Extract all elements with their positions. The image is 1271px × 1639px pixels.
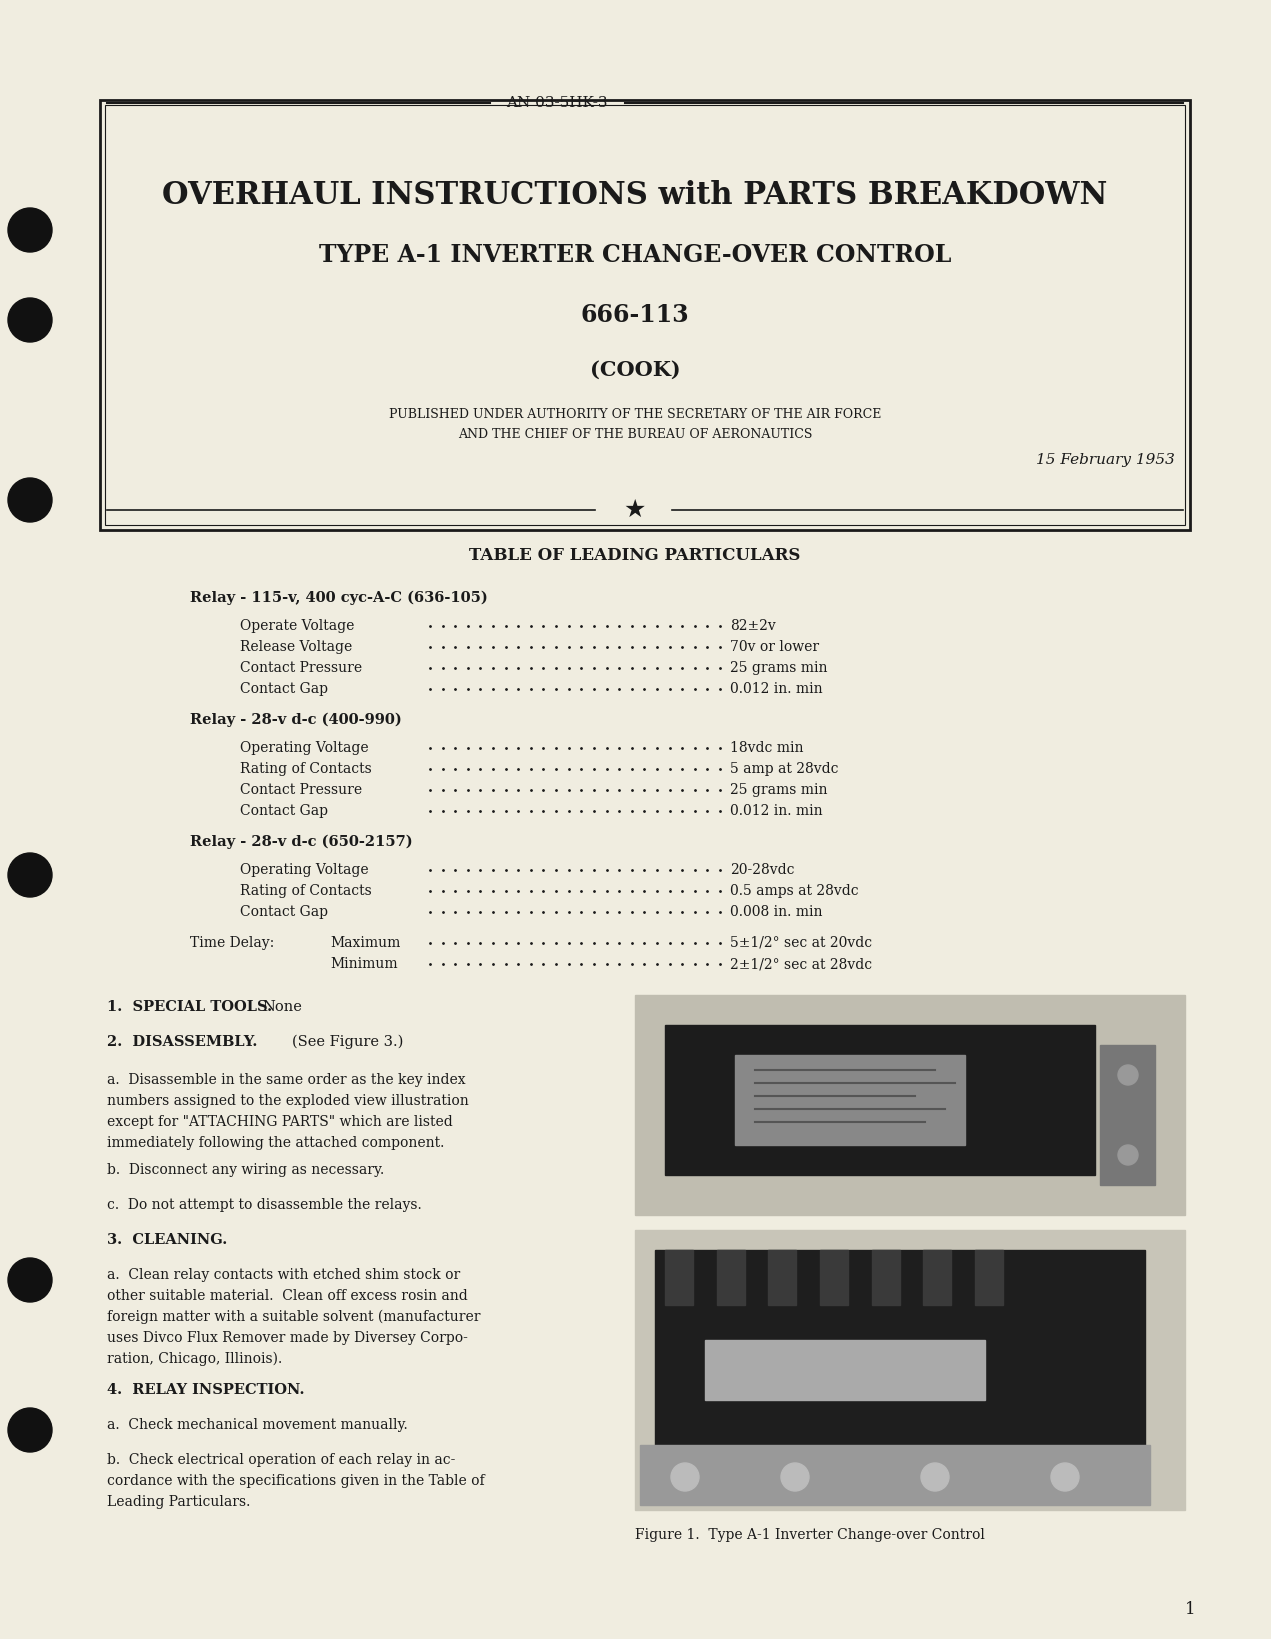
Text: Rating of Contacts: Rating of Contacts [240, 762, 371, 775]
Text: numbers assigned to the exploded view illustration: numbers assigned to the exploded view il… [107, 1093, 469, 1108]
Circle shape [1051, 1464, 1079, 1491]
Text: 3.  CLEANING.: 3. CLEANING. [107, 1233, 228, 1247]
Text: 2±1/2° sec at 28vdc: 2±1/2° sec at 28vdc [730, 957, 872, 970]
Text: 1.  SPECIAL TOOLS.: 1. SPECIAL TOOLS. [107, 1000, 272, 1015]
Text: 15 February 1953: 15 February 1953 [1036, 452, 1174, 467]
Bar [923, 1251, 951, 1305]
Text: ★: ★ [624, 498, 646, 521]
Text: Contact Pressure: Contact Pressure [240, 661, 362, 675]
Text: b.  Check electrical operation of each relay in ac-: b. Check electrical operation of each re… [107, 1454, 455, 1467]
Text: Relay - 115-v, 400 cyc-A-C (636-105): Relay - 115-v, 400 cyc-A-C (636-105) [189, 590, 488, 605]
Text: Leading Particulars.: Leading Particulars. [107, 1495, 250, 1510]
Text: Figure 1.  Type A-1 Inverter Change-over Control: Figure 1. Type A-1 Inverter Change-over … [636, 1528, 985, 1542]
Text: except for "ATTACHING PARTS" which are listed: except for "ATTACHING PARTS" which are l… [107, 1115, 452, 1129]
Text: 1: 1 [1185, 1601, 1195, 1618]
Circle shape [780, 1464, 810, 1491]
Text: Relay - 28-v d-c (400-990): Relay - 28-v d-c (400-990) [189, 713, 402, 728]
Bar [105, 105, 1185, 524]
Circle shape [671, 1464, 699, 1491]
Text: 0.012 in. min: 0.012 in. min [730, 682, 822, 697]
Circle shape [8, 1259, 52, 1301]
Text: 82±2v: 82±2v [730, 620, 775, 633]
Circle shape [1118, 1065, 1138, 1085]
Circle shape [921, 1464, 949, 1491]
Text: 70v or lower: 70v or lower [730, 639, 819, 654]
Text: Time Delay:: Time Delay: [189, 936, 275, 951]
Text: Relay - 28-v d-c (650-2157): Relay - 28-v d-c (650-2157) [189, 834, 413, 849]
Text: 2.  DISASSEMBLY.: 2. DISASSEMBLY. [107, 1034, 257, 1049]
Bar [735, 1056, 965, 1146]
Bar [636, 995, 1185, 1214]
Text: Contact Gap: Contact Gap [240, 905, 328, 919]
Text: 20-28vdc: 20-28vdc [730, 864, 794, 877]
Bar [655, 1251, 1145, 1451]
Text: a.  Clean relay contacts with etched shim stock or: a. Clean relay contacts with etched shim… [107, 1269, 460, 1282]
Bar [705, 1341, 985, 1400]
Text: OVERHAUL INSTRUCTIONS with PARTS BREAKDOWN: OVERHAUL INSTRUCTIONS with PARTS BREAKDO… [163, 180, 1108, 210]
Text: Operate Voltage: Operate Voltage [240, 620, 355, 633]
Bar [1099, 1046, 1155, 1185]
Text: c.  Do not attempt to disassemble the relays.: c. Do not attempt to disassemble the rel… [107, 1198, 422, 1211]
Text: b.  Disconnect any wiring as necessary.: b. Disconnect any wiring as necessary. [107, 1164, 384, 1177]
Bar [665, 1024, 1096, 1175]
Text: a.  Disassemble in the same order as the key index: a. Disassemble in the same order as the … [107, 1074, 465, 1087]
Text: 4.  RELAY INSPECTION.: 4. RELAY INSPECTION. [107, 1383, 305, 1396]
Circle shape [8, 208, 52, 252]
Text: Maximum: Maximum [330, 936, 400, 951]
Text: (See Figure 3.): (See Figure 3.) [292, 1034, 403, 1049]
Circle shape [8, 479, 52, 521]
Text: 25 grams min: 25 grams min [730, 783, 827, 797]
Text: 0.5 amps at 28vdc: 0.5 amps at 28vdc [730, 883, 859, 898]
Text: uses Divco Flux Remover made by Diversey Corpo-: uses Divco Flux Remover made by Diversey… [107, 1331, 468, 1346]
Text: (COOK): (COOK) [590, 361, 680, 380]
Text: immediately following the attached component.: immediately following the attached compo… [107, 1136, 445, 1151]
Bar [665, 1251, 693, 1305]
Text: 5±1/2° sec at 20vdc: 5±1/2° sec at 20vdc [730, 936, 872, 951]
Text: TABLE OF LEADING PARTICULARS: TABLE OF LEADING PARTICULARS [469, 546, 801, 564]
Circle shape [1118, 1146, 1138, 1165]
Text: Contact Gap: Contact Gap [240, 682, 328, 697]
Circle shape [8, 1408, 52, 1452]
Text: other suitable material.  Clean off excess rosin and: other suitable material. Clean off exces… [107, 1288, 468, 1303]
Bar [769, 1251, 797, 1305]
Bar [636, 1229, 1185, 1510]
Text: TYPE A-1 INVERTER CHANGE-OVER CONTROL: TYPE A-1 INVERTER CHANGE-OVER CONTROL [319, 243, 951, 267]
Text: PUBLISHED UNDER AUTHORITY OF THE SECRETARY OF THE AIR FORCE: PUBLISHED UNDER AUTHORITY OF THE SECRETA… [389, 408, 881, 421]
Text: foreign matter with a suitable solvent (manufacturer: foreign matter with a suitable solvent (… [107, 1310, 480, 1324]
Text: 0.012 in. min: 0.012 in. min [730, 805, 822, 818]
Text: Contact Gap: Contact Gap [240, 805, 328, 818]
Bar [820, 1251, 848, 1305]
Text: Contact Pressure: Contact Pressure [240, 783, 362, 797]
Text: ration, Chicago, Illinois).: ration, Chicago, Illinois). [107, 1352, 282, 1367]
Bar [975, 1251, 1003, 1305]
Bar [100, 100, 1190, 529]
Text: cordance with the specifications given in the Table of: cordance with the specifications given i… [107, 1473, 484, 1488]
Text: a.  Check mechanical movement manually.: a. Check mechanical movement manually. [107, 1418, 408, 1432]
Text: 5 amp at 28vdc: 5 amp at 28vdc [730, 762, 839, 775]
Text: AND THE CHIEF OF THE BUREAU OF AERONAUTICS: AND THE CHIEF OF THE BUREAU OF AERONAUTI… [458, 428, 812, 441]
Text: Rating of Contacts: Rating of Contacts [240, 883, 371, 898]
Text: 666-113: 666-113 [581, 303, 689, 328]
Circle shape [8, 298, 52, 343]
Circle shape [8, 852, 52, 897]
Text: 18vdc min: 18vdc min [730, 741, 803, 756]
Text: None: None [262, 1000, 302, 1015]
Text: Release Voltage: Release Voltage [240, 639, 352, 654]
Text: Minimum: Minimum [330, 957, 398, 970]
Bar [717, 1251, 745, 1305]
Text: AN 03-5HK-3: AN 03-5HK-3 [506, 97, 608, 110]
Text: Operating Voltage: Operating Voltage [240, 741, 369, 756]
Bar [641, 1446, 1150, 1505]
Text: 0.008 in. min: 0.008 in. min [730, 905, 822, 919]
Text: 25 grams min: 25 grams min [730, 661, 827, 675]
Bar [872, 1251, 900, 1305]
Text: Operating Voltage: Operating Voltage [240, 864, 369, 877]
